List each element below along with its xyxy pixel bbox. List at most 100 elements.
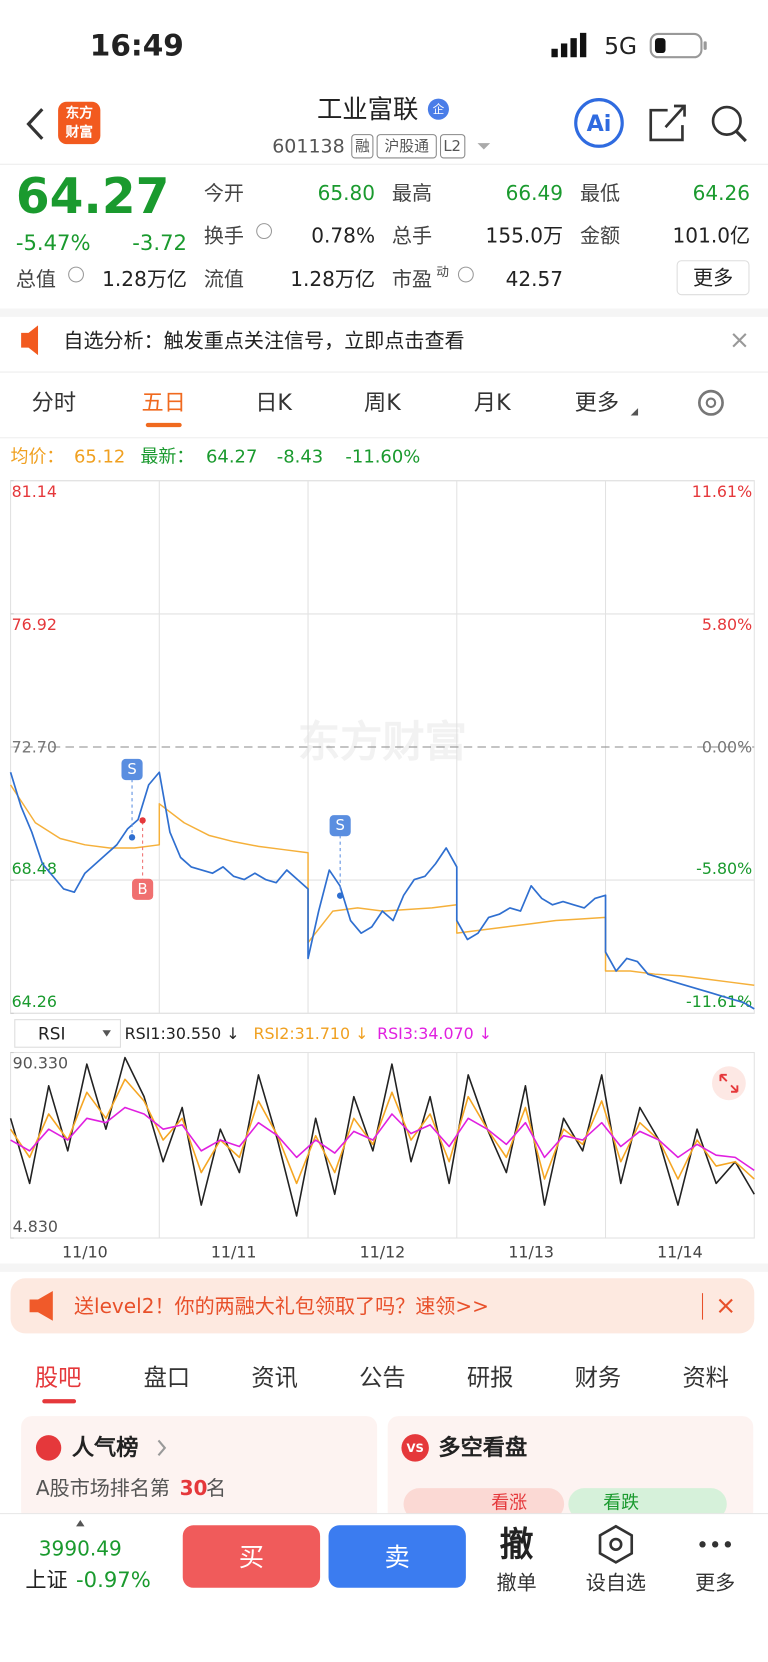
rank-text: 名: [206, 1476, 226, 1500]
divider: [0, 308, 768, 317]
tag: 融: [355, 138, 370, 155]
tag: L2: [443, 138, 461, 155]
quote-label: 流值: [204, 267, 244, 291]
section-tab[interactable]: 资料: [682, 1364, 728, 1391]
avg-label: 均价：: [11, 446, 65, 467]
search-button[interactable]: [711, 105, 747, 143]
quote-label: 今开: [204, 181, 244, 205]
index-value[interactable]: 3990.49: [39, 1537, 122, 1561]
popularity-card[interactable]: [21, 1416, 378, 1523]
speaker-icon: [21, 325, 39, 356]
quote-value: 42.57: [506, 267, 563, 291]
last-change: -8.43: [277, 446, 323, 467]
notice-text[interactable]: 自选分析：触发重点关注信号，立即点击查看: [63, 328, 464, 352]
y2-tick-label: 11.61%: [692, 482, 752, 501]
quote-label: 金额: [580, 223, 620, 247]
y2-tick-label: -5.80%: [696, 859, 752, 878]
ai-button[interactable]: [574, 98, 624, 148]
x-tick-label: 11/11: [211, 1242, 257, 1261]
quote-label: 市盈: [392, 267, 432, 291]
info-icon[interactable]: [68, 266, 84, 283]
watch-icon[interactable]: [598, 1524, 634, 1564]
series-line: [9, 1078, 755, 1185]
indicator-select[interactable]: [14, 1019, 121, 1048]
section-tab[interactable]: 研报: [467, 1364, 513, 1391]
info-icon[interactable]: [256, 223, 273, 240]
status-time: 16:49: [90, 29, 184, 63]
marker-label: B: [138, 881, 148, 898]
info-icon[interactable]: [457, 266, 474, 283]
quote-value: 66.49: [506, 181, 563, 205]
y2-tick-label: 0.00%: [702, 737, 752, 756]
tab-indicator: [145, 422, 182, 428]
section-indicator: [42, 1399, 77, 1404]
legend-entry: RSI3:34.070 ↓: [377, 1024, 492, 1043]
series-line: [9, 771, 755, 1010]
card-chevron: [157, 1439, 167, 1456]
indicator-name: RSI: [38, 1023, 65, 1043]
chart-tab[interactable]: 五日: [142, 390, 186, 416]
tag-box: [439, 134, 466, 159]
ai-text: Ai: [587, 111, 612, 137]
quote-label-sup: 动: [436, 264, 449, 279]
battery-icon: [649, 32, 707, 59]
avg-value: 65.12: [74, 446, 125, 467]
buy-text: 买: [239, 1542, 264, 1572]
y-tick-label: 4.830: [13, 1217, 58, 1236]
card-title: 人气榜: [72, 1434, 139, 1461]
section-tab[interactable]: 盘口: [144, 1364, 190, 1391]
share-button[interactable]: [649, 104, 686, 142]
y-tick-label: 68.48: [12, 859, 57, 878]
quote-value: 65.80: [318, 181, 375, 205]
sell-button[interactable]: [328, 1525, 466, 1588]
last-value: 64.27: [206, 446, 257, 467]
change-pct: -5.47%: [16, 230, 91, 255]
trade-markers: S B S: [121, 758, 351, 900]
section-tab[interactable]: 财务: [575, 1364, 621, 1391]
promo-banner[interactable]: [10, 1278, 755, 1334]
more-label: 更多: [695, 1570, 735, 1594]
more-icon[interactable]: [699, 1541, 732, 1548]
quote-label: 最高: [392, 181, 432, 205]
divider: [0, 1263, 768, 1272]
dropdown-caret[interactable]: [477, 143, 491, 150]
cancel-icon[interactable]: 撤: [500, 1525, 534, 1564]
y2-tick-label: -11.61%: [686, 992, 752, 1011]
banner-close[interactable]: [718, 1298, 733, 1313]
signal-icon: [551, 32, 587, 58]
chart-tab[interactable]: 更多: [575, 390, 619, 416]
section-tab[interactable]: 股吧: [35, 1364, 81, 1391]
quote-label: 总手: [392, 223, 432, 247]
bull-pill[interactable]: [403, 1488, 565, 1520]
bear-pill[interactable]: [568, 1488, 727, 1520]
price: 64.27: [16, 169, 170, 225]
logo: [58, 101, 101, 145]
quote-value: 155.0万: [486, 223, 563, 247]
close-button[interactable]: [732, 333, 747, 348]
bull-text: 看涨: [491, 1492, 527, 1513]
marker-label: S: [335, 817, 344, 834]
section-tab[interactable]: 资讯: [251, 1364, 297, 1391]
stock-name: 工业富联: [317, 94, 418, 124]
section-tab[interactable]: 公告: [359, 1364, 405, 1391]
y2-tick-label: 5.80%: [702, 615, 752, 634]
expand-button[interactable]: [712, 1066, 746, 1101]
chart-tab[interactable]: 日K: [255, 390, 293, 416]
x-tick-label: 11/13: [508, 1242, 554, 1261]
chart-tab[interactable]: 分时: [32, 390, 76, 416]
chart-tab[interactable]: 月K: [474, 390, 512, 416]
back-button[interactable]: [26, 108, 44, 140]
quote-value: 101.0亿: [673, 223, 750, 247]
chart-tab[interactable]: 周K: [364, 390, 402, 416]
buy-button[interactable]: [182, 1525, 321, 1588]
bear-text: 看跌: [603, 1492, 639, 1513]
watermark: 东方财富: [298, 717, 467, 766]
y-tick-label: 90.330: [13, 1054, 68, 1073]
settings-button[interactable]: [698, 389, 724, 416]
logo-text: 财富: [64, 123, 92, 140]
series-line: [9, 1056, 755, 1217]
marker-label: S: [127, 761, 136, 778]
more-button[interactable]: [676, 260, 750, 296]
